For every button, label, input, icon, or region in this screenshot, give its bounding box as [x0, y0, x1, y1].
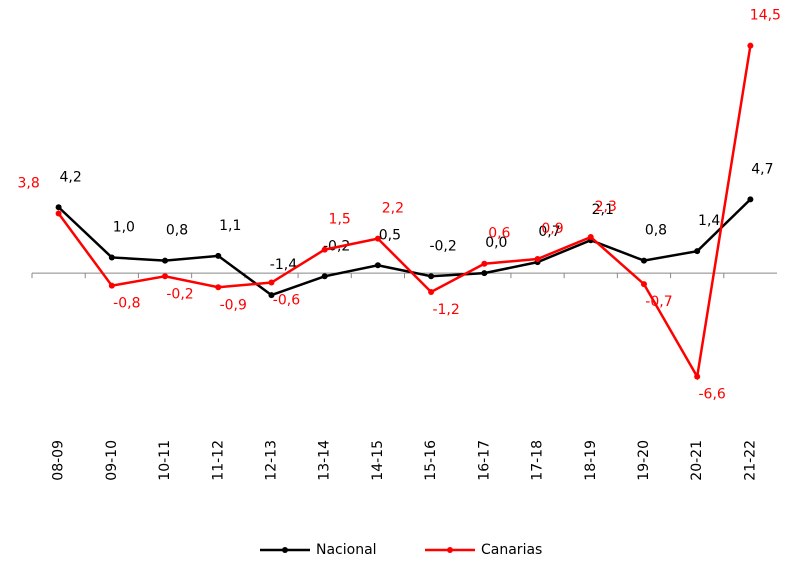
data-point: [162, 257, 169, 264]
data-point: [268, 292, 275, 299]
data-label: 0,9: [541, 221, 563, 237]
data-label: 14,5: [750, 8, 781, 24]
data-label: 0,6: [488, 226, 510, 242]
data-label: 4,7: [751, 161, 773, 177]
data-point: [55, 204, 62, 211]
legend-label: Nacional: [316, 542, 377, 558]
data-label: 4,2: [59, 169, 81, 185]
data-label: -1,2: [432, 302, 459, 318]
data-label: 0,5: [379, 227, 401, 243]
data-label: -0,6: [273, 293, 300, 309]
data-point: [747, 42, 754, 49]
data-point: [587, 234, 594, 241]
data-point: [321, 246, 328, 253]
data-label: 3,8: [17, 176, 39, 192]
data-point: [108, 254, 115, 261]
data-label: 1,5: [329, 212, 351, 228]
legend-label: Canarias: [481, 542, 542, 558]
data-label: 1,0: [113, 219, 135, 235]
data-label: -0,8: [113, 296, 140, 312]
x-tick-label: 11-12: [210, 440, 226, 481]
data-point: [55, 210, 62, 217]
data-label: -0,2: [429, 238, 456, 254]
data-label: 2,1: [592, 202, 614, 218]
data-point: [215, 252, 222, 259]
data-label: 0,8: [645, 223, 667, 239]
x-tick-label: 15-16: [423, 440, 439, 481]
data-label: 0,0: [485, 235, 507, 251]
data-point: [108, 282, 115, 289]
data-point: [481, 270, 488, 277]
data-label: -0,2: [166, 286, 193, 302]
data-point: [694, 248, 701, 255]
x-tick-label: 18-19: [583, 440, 599, 481]
x-tick-label: 19-20: [636, 440, 652, 481]
data-label: 2,2: [382, 201, 404, 217]
data-point: [374, 235, 381, 242]
data-label: 1,1: [219, 218, 241, 234]
data-label: -6,6: [699, 387, 726, 403]
series-line: [57, 45, 752, 381]
data-point: [481, 260, 488, 267]
x-tick-label: 14-15: [370, 440, 386, 481]
series-line: [57, 198, 752, 297]
data-point: [321, 273, 328, 280]
x-tick-label: 21-22: [742, 440, 758, 481]
data-point: [268, 279, 275, 286]
x-tick-label: 20-21: [689, 440, 705, 481]
x-tick-label: 10-11: [157, 440, 173, 481]
data-label: 0,8: [166, 223, 188, 239]
data-point: [534, 256, 541, 263]
data-point: [162, 273, 169, 280]
data-point: [694, 373, 701, 380]
data-label: -1,4: [270, 257, 297, 273]
x-tick-label: 13-14: [317, 440, 333, 481]
x-tick-label: 08-09: [51, 440, 67, 481]
x-tick-label: 17-18: [530, 440, 546, 481]
data-point: [374, 262, 381, 269]
data-label: 2,3: [595, 199, 617, 215]
data-point: [747, 196, 754, 203]
legend-marker: [282, 547, 288, 553]
data-label: -0,7: [645, 294, 672, 310]
data-label: 0,7: [538, 224, 560, 240]
x-tick-label: 16-17: [476, 440, 492, 481]
data-point: [640, 281, 647, 288]
legend-marker: [447, 547, 453, 553]
x-tick-label: 12-13: [263, 440, 279, 481]
data-point: [640, 257, 647, 264]
x-tick-label: 09-10: [104, 440, 120, 481]
data-label: 1,4: [698, 213, 720, 229]
data-point: [215, 284, 222, 291]
data-label: -0,9: [220, 297, 247, 313]
data-point: [428, 288, 435, 295]
data-point: [428, 273, 435, 280]
